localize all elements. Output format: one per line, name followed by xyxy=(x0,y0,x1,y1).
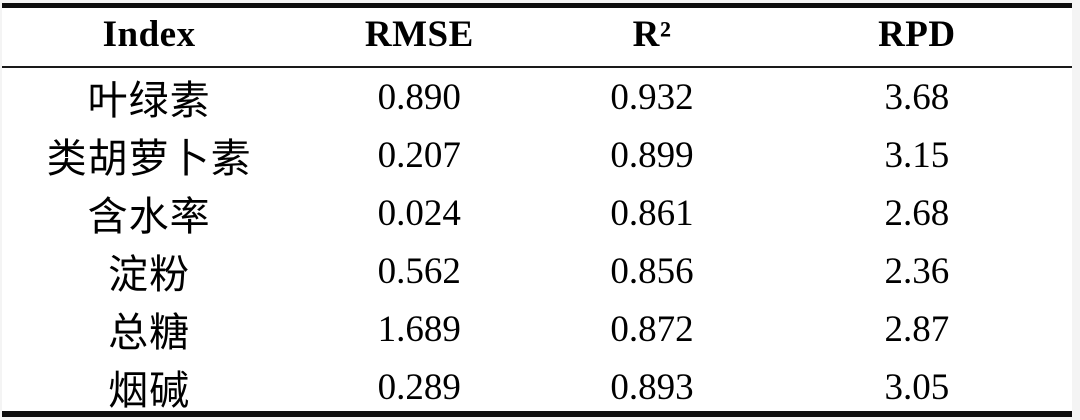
table-row: 淀粉 0.562 0.856 2.36 xyxy=(2,242,1072,300)
rpd-value: 3.05 xyxy=(884,366,950,408)
index-label: 烟碱 xyxy=(108,368,191,414)
r2-value: 0.872 xyxy=(610,308,694,350)
r2-value: 0.861 xyxy=(610,192,694,234)
index-label: 叶绿素 xyxy=(87,78,211,124)
r2-value: 0.893 xyxy=(610,366,694,408)
paper-table-sheet: Index RMSE R² RPD 叶绿素 0.890 0.932 3.68 类… xyxy=(2,3,1072,417)
header-row: Index RMSE R² RPD xyxy=(2,8,1072,68)
rmse-value: 0.289 xyxy=(377,366,461,408)
rmse-value: 0.890 xyxy=(377,76,461,118)
table-row: 含水率 0.024 0.861 2.68 xyxy=(2,184,1072,242)
column-header-rmse: RMSE xyxy=(296,8,543,68)
table-row: 类胡萝卜素 0.207 0.899 3.15 xyxy=(2,126,1072,184)
r2-value: 0.932 xyxy=(610,76,694,118)
rpd-value: 3.68 xyxy=(884,76,950,118)
rmse-value: 0.024 xyxy=(377,192,461,234)
r2-value: 0.899 xyxy=(610,134,694,176)
index-label: 总糖 xyxy=(108,310,191,356)
column-header-r2: R² xyxy=(542,8,762,68)
rmse-value: 0.207 xyxy=(377,134,461,176)
r2-value: 0.856 xyxy=(610,250,694,292)
table-row: 烟碱 0.289 0.893 3.05 xyxy=(2,358,1072,416)
rmse-value: 0.562 xyxy=(377,250,461,292)
table-row: 总糖 1.689 0.872 2.87 xyxy=(2,300,1072,358)
rpd-value: 2.68 xyxy=(884,192,950,234)
rpd-value: 2.87 xyxy=(884,308,950,350)
rpd-value: 2.36 xyxy=(884,250,950,292)
index-label: 含水率 xyxy=(87,194,211,240)
rpd-value: 3.15 xyxy=(884,134,950,176)
index-label: 类胡萝卜素 xyxy=(46,136,252,182)
results-table: Index RMSE R² RPD 叶绿素 0.890 0.932 3.68 类… xyxy=(2,8,1072,416)
column-header-index: Index xyxy=(2,8,297,68)
column-header-rpd: RPD xyxy=(761,8,1072,68)
index-label: 淀粉 xyxy=(108,252,191,298)
rmse-value: 1.689 xyxy=(377,308,461,350)
table-row: 叶绿素 0.890 0.932 3.68 xyxy=(2,67,1072,126)
